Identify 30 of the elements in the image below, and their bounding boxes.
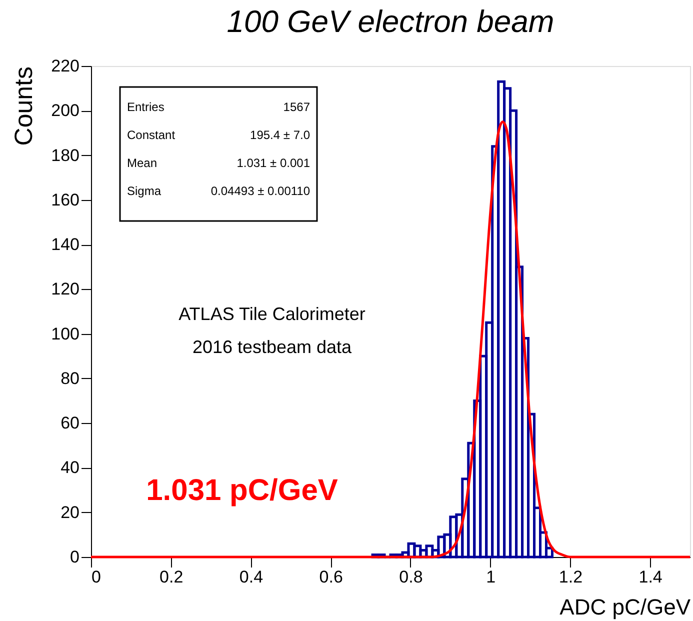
text: Sigma 0.04493 ± 0.00110	[127, 184, 310, 198]
y-tick-label: 40	[60, 458, 80, 478]
x-tick-label: 0.6	[319, 568, 343, 586]
y-tick-label: 60	[60, 414, 80, 433]
y-tick-label: 20	[60, 502, 80, 522]
y-tick-label: 80	[60, 368, 80, 388]
text: Entries 1567	[127, 100, 310, 114]
y-tick-label: 180	[51, 146, 80, 165]
chart-title: 100 GeV electron beam	[226, 4, 554, 39]
text: Mean 1.031 ± 0.001	[127, 156, 310, 170]
x-tick-label: 1.4	[638, 568, 662, 586]
x-axis-title: ADC pC/GeV	[560, 594, 691, 620]
annotation: 1.031 pC/GeV	[146, 474, 338, 507]
annotation: ATLAS Tile Calorimeter	[178, 304, 366, 324]
y-tick-label: 0	[70, 548, 80, 566]
y-tick-label: 220	[51, 56, 80, 76]
x-tick-label: 1.2	[558, 568, 583, 586]
y-tick-label: 160	[51, 190, 80, 210]
x-tick-label: 1	[486, 568, 496, 586]
y-tick-label: 100	[51, 324, 80, 344]
y-tick-label: 120	[51, 280, 80, 299]
annotation: 2016 testbeam data	[192, 337, 353, 357]
text: Constant 195.4 ± 7.0	[127, 128, 310, 142]
x-tick-label: 0.4	[239, 568, 264, 586]
y-axis-title: Counts	[10, 66, 38, 146]
x-tick-label: 0.2	[160, 568, 184, 586]
x-tick-label: 0.8	[399, 568, 423, 586]
y-tick-label: 140	[51, 235, 80, 254]
y-tick-label: 200	[51, 101, 80, 120]
x-tick-label: 0	[92, 568, 101, 586]
